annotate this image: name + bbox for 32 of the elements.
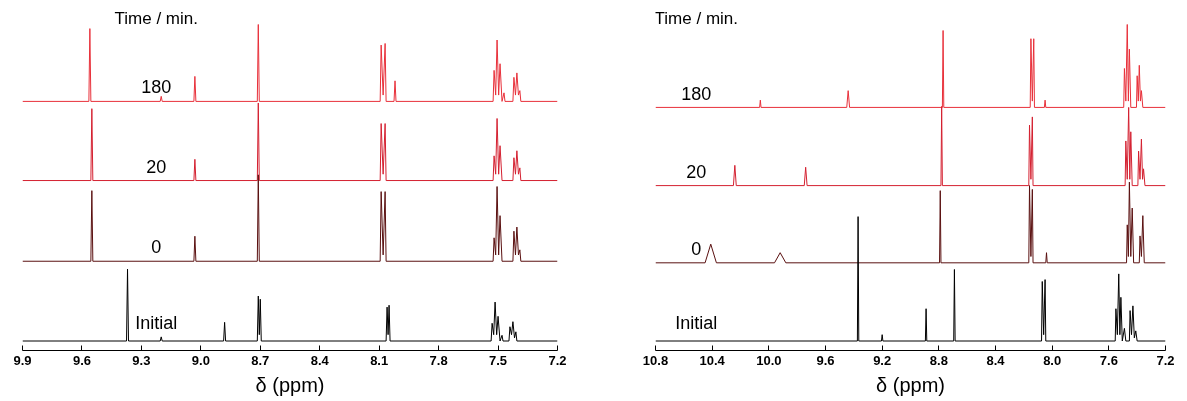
series-label: 20 bbox=[146, 156, 167, 177]
x-tick-label: 9.6 bbox=[72, 352, 91, 368]
x-tick-label: 9.3 bbox=[132, 352, 151, 368]
x-tick-label: 9.6 bbox=[816, 352, 835, 368]
annotation: Time / min. bbox=[114, 8, 198, 28]
x-tick-label: 8.0 bbox=[1043, 352, 1062, 368]
series-label: 0 bbox=[691, 238, 702, 259]
annotation: Time / min. bbox=[654, 8, 739, 28]
x-tick-label: 7.8 bbox=[429, 352, 448, 368]
x-tick-label: 7.2 bbox=[1156, 352, 1175, 368]
x-tick-label: 8.8 bbox=[929, 352, 948, 368]
x-tick-label: 9.9 bbox=[13, 352, 32, 368]
series-label: 180 bbox=[681, 83, 712, 104]
series-label: Initial bbox=[675, 313, 718, 334]
x-tick-label: 8.4 bbox=[986, 352, 1006, 368]
series-label: 20 bbox=[686, 161, 707, 182]
x-tick-label: 7.5 bbox=[489, 352, 508, 368]
series-label: 0 bbox=[151, 237, 162, 258]
x-tick-label: 7.6 bbox=[1099, 352, 1118, 368]
x-tick-label: 7.2 bbox=[548, 352, 567, 368]
x-tick-label: 9.0 bbox=[191, 352, 210, 368]
x-tick-label: 8.7 bbox=[251, 352, 270, 368]
x-tick-label: 10.0 bbox=[756, 352, 782, 368]
x-tick-label: 10.8 bbox=[642, 352, 669, 368]
x-tick-label: 8.4 bbox=[310, 352, 330, 368]
x-tick-label: 9.2 bbox=[873, 352, 892, 368]
series-label: Initial bbox=[135, 313, 178, 334]
x-axis-title: δ (ppm) bbox=[255, 373, 325, 396]
series-label: 180 bbox=[141, 77, 172, 98]
x-axis-title: δ (ppm) bbox=[876, 373, 945, 396]
x-tick-label: 8.1 bbox=[370, 352, 389, 368]
x-tick-label: 10.4 bbox=[699, 352, 726, 368]
